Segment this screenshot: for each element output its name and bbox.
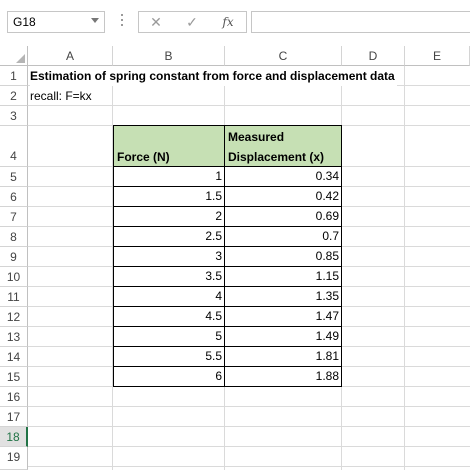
column-header-e[interactable]: E [405, 46, 470, 66]
drag-handle-icon[interactable] [120, 14, 124, 28]
force-cell[interactable]: 3 [113, 246, 225, 267]
row-header-16[interactable]: 16 [0, 387, 28, 407]
formula-bar: G18 ✕ ✓ fx [0, 0, 470, 46]
displacement-cell[interactable]: 1.47 [224, 306, 342, 327]
row-header-14[interactable]: 14 [0, 347, 28, 367]
force-cell[interactable]: 5.5 [113, 346, 225, 367]
select-all-icon [16, 54, 25, 63]
force-cell[interactable]: 1 [113, 166, 225, 187]
row-header-17[interactable]: 17 [0, 407, 28, 427]
row-header-9[interactable]: 9 [0, 247, 28, 267]
displacement-cell[interactable]: 1.49 [224, 326, 342, 347]
insert-function-icon[interactable]: fx [222, 15, 234, 29]
enter-icon[interactable]: ✓ [186, 14, 198, 30]
row-header-18-selected[interactable]: 18 [0, 427, 28, 447]
formula-input[interactable] [251, 11, 470, 33]
force-cell[interactable]: 5 [113, 326, 225, 347]
row-header-15[interactable]: 15 [0, 367, 28, 387]
row-header-6[interactable]: 6 [0, 187, 28, 207]
sheet-title-cell[interactable]: Estimation of spring constant from force… [30, 66, 397, 86]
row-header-8[interactable]: 8 [0, 227, 28, 247]
force-header-label: Force (N) [117, 150, 170, 164]
row-header-4[interactable]: 4 [0, 126, 28, 167]
worksheet-grid[interactable]: Estimation of spring constant from force… [28, 66, 470, 470]
column-header-c[interactable]: C [225, 46, 342, 66]
row-header-3[interactable]: 3 [0, 106, 28, 126]
row-header-7[interactable]: 7 [0, 207, 28, 227]
row-header-2[interactable]: 2 [0, 86, 28, 106]
displacement-header-line2: Displacement (x) [228, 150, 325, 164]
name-box[interactable]: G18 [7, 11, 105, 33]
row-header-12[interactable]: 12 [0, 307, 28, 327]
displacement-cell[interactable]: 0.42 [224, 186, 342, 207]
chevron-down-icon[interactable] [91, 18, 99, 23]
row-header-13[interactable]: 13 [0, 327, 28, 347]
row-header-19[interactable]: 19 [0, 447, 28, 470]
row-header-11[interactable]: 11 [0, 287, 28, 307]
force-cell[interactable]: 3.5 [113, 266, 225, 287]
force-header-cell[interactable]: Force (N) [113, 125, 225, 167]
displacement-cell[interactable]: 0.34 [224, 166, 342, 187]
force-cell[interactable]: 1.5 [113, 186, 225, 207]
row-header-5[interactable]: 5 [0, 167, 28, 187]
recall-cell[interactable]: recall: F=kx [30, 89, 92, 103]
name-box-value: G18 [13, 15, 36, 29]
force-cell[interactable]: 2 [113, 206, 225, 227]
displacement-cell[interactable]: 1.35 [224, 286, 342, 307]
displacement-header-cell[interactable]: Measured Displacement (x) [224, 125, 342, 167]
formula-buttons: ✕ ✓ fx [138, 11, 247, 33]
displacement-cell[interactable]: 0.7 [224, 226, 342, 247]
displacement-header-line1: Measured [228, 130, 285, 144]
force-cell[interactable]: 6 [113, 366, 225, 387]
displacement-cell[interactable]: 1.81 [224, 346, 342, 367]
column-header-a[interactable]: A [28, 46, 113, 66]
force-cell[interactable]: 4 [113, 286, 225, 307]
displacement-cell[interactable]: 0.85 [224, 246, 342, 267]
displacement-cell[interactable]: 1.15 [224, 266, 342, 287]
select-all-button[interactable] [0, 46, 28, 66]
row-header-1[interactable]: 1 [0, 66, 28, 86]
column-header-d[interactable]: D [342, 46, 405, 66]
column-header-b[interactable]: B [113, 46, 225, 66]
row-header-10[interactable]: 10 [0, 267, 28, 287]
force-cell[interactable]: 2.5 [113, 226, 225, 247]
force-cell[interactable]: 4.5 [113, 306, 225, 327]
cancel-icon[interactable]: ✕ [150, 14, 162, 30]
displacement-cell[interactable]: 1.88 [224, 366, 342, 387]
displacement-cell[interactable]: 0.69 [224, 206, 342, 227]
